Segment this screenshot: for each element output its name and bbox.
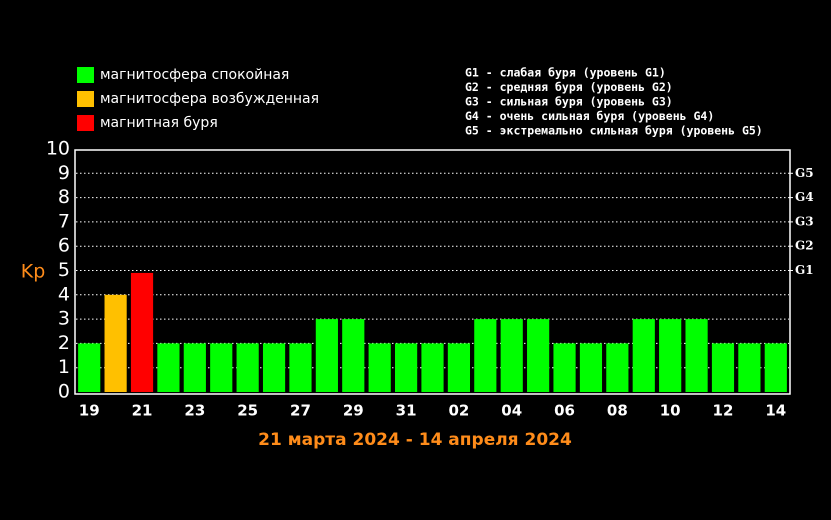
subtitle: 21 марта 2024 - 14 апреля 2024 [258,430,572,450]
x-tick-label: 08 [607,402,628,420]
bar [527,319,550,392]
bar [500,319,523,392]
x-tick-label: 14 [765,402,786,420]
y-tick-label: 9 [58,162,70,184]
y2-tick-label: G5 [795,166,814,180]
bar [236,343,259,392]
bar [78,343,101,392]
y-tick-label: 4 [58,283,70,305]
storm-scale-text: G2 - средняя буря (уровень G2) [465,80,673,94]
bar [210,343,233,392]
bar [342,319,365,392]
y2-tick-label: G1 [795,263,814,277]
y-tick-label: 0 [58,381,70,403]
bar [130,272,154,392]
bar [579,343,603,392]
bar [157,343,180,392]
x-tick-label: 21 [132,402,153,420]
x-tick-label: 04 [501,402,522,420]
storm-scale-text: G4 - очень сильная буря (уровень G4) [465,109,714,123]
bar [315,319,338,392]
legend-swatch [77,67,94,83]
x-tick-label: 29 [343,402,364,420]
legend-swatch [77,115,94,131]
y-tick-label: 7 [58,210,70,232]
legend-label: магнитосфера спокойная [100,67,289,83]
x-tick-label: 25 [237,402,258,420]
x-tick-label: 10 [660,402,681,420]
x-tick-label: 02 [448,402,469,420]
y-tick-label: 6 [58,235,70,257]
y2-tick-label: G2 [795,239,814,253]
y2-tick-label: G4 [795,190,814,204]
bar [421,343,444,392]
bar [262,343,286,392]
x-tick-label: 12 [713,402,734,420]
y-tick-label: 5 [58,259,70,281]
legend-swatch [77,91,94,107]
bar [764,343,787,392]
y2-tick-label: G3 [795,214,814,228]
legend-label: магнитосфера возбужденная [100,91,319,107]
y-tick-label: 10 [46,138,70,160]
bar [368,343,391,392]
x-tick-label: 31 [396,402,417,420]
bar [395,343,418,392]
x-tick-label: 06 [554,402,575,420]
x-tick-label: 19 [79,402,100,420]
bar [183,343,206,392]
bar [553,343,576,392]
storm-scale-text: G1 - слабая буря (уровень G1) [465,66,666,80]
plot-frame [74,149,791,395]
bar [738,343,761,392]
x-tick-label: 23 [184,402,205,420]
y-tick-label: 3 [58,308,70,330]
storm-scale-text: G5 - экстремально сильная буря (уровень … [465,124,763,138]
y-tick-label: 1 [58,356,70,378]
bar [659,319,682,392]
legend-label: магнитная буря [100,115,218,131]
bar [632,319,655,392]
bar [289,343,312,392]
y-axis-label: Kp [21,261,46,283]
y-tick-label: 2 [58,332,70,354]
storm-scale-text: G3 - сильная буря (уровень G3) [465,95,673,109]
bar [474,319,497,392]
x-tick-label: 27 [290,402,311,420]
bar [447,343,470,392]
bar [685,319,708,392]
bar [104,294,127,392]
bar [711,343,735,392]
bar [606,343,629,392]
y-tick-label: 8 [58,186,70,208]
